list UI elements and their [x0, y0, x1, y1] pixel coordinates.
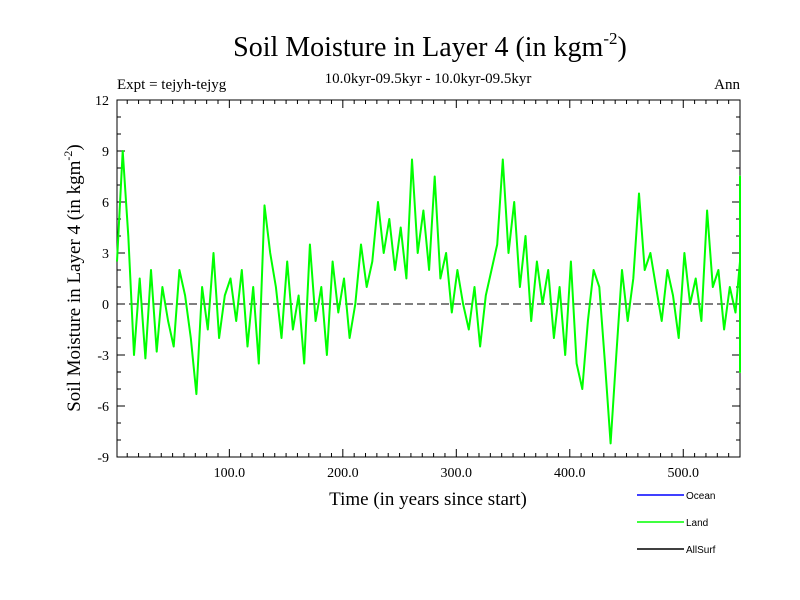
- y-axis-ticks: -9 -6 -3 0 3 6 9 12: [95, 94, 740, 466]
- legend-label-ocean: Ocean: [686, 491, 715, 502]
- y-tick-label: 0: [102, 298, 109, 313]
- experiment-label: Expt = tejyh-tejyg: [117, 77, 227, 93]
- season-label: Ann: [714, 77, 740, 93]
- legend-label-allsurf: AllSurf: [686, 545, 716, 556]
- y-tick-label: 12: [95, 94, 109, 109]
- y-tick-label: 6: [102, 196, 109, 211]
- legend-label-land: Land: [686, 518, 708, 529]
- y-tick-label: -3: [97, 349, 109, 364]
- y-tick-label: 3: [102, 247, 109, 262]
- x-tick-label: 200.0: [327, 466, 359, 481]
- x-axis-ticks: 100.0 200.0 300.0 400.0 500.0: [126, 100, 741, 481]
- y-tick-label: 9: [102, 145, 109, 160]
- series-layer: [116, 150, 741, 445]
- chart-title: Soil Moisture in Layer 4 (in kgm-2): [233, 29, 627, 63]
- y-axis-label: Soil Moisture in Layer 4 (in kgm-2): [61, 144, 85, 412]
- plot-frame: [116, 99, 741, 458]
- x-axis-label: Time (in years since start): [329, 489, 527, 510]
- x-tick-label: 300.0: [441, 466, 473, 481]
- chart-subtitle: 10.0kyr-09.5kyr - 10.0kyr-09.5kyr: [325, 71, 532, 87]
- x-tick-label: 400.0: [554, 466, 586, 481]
- y-tick-label: -9: [97, 451, 109, 466]
- series-line-land: [116, 150, 741, 445]
- y-tick-label: -6: [97, 400, 109, 415]
- x-tick-label: 500.0: [668, 466, 700, 481]
- legend: Ocean Land AllSurf: [637, 491, 716, 556]
- x-tick-label: 100.0: [214, 466, 246, 481]
